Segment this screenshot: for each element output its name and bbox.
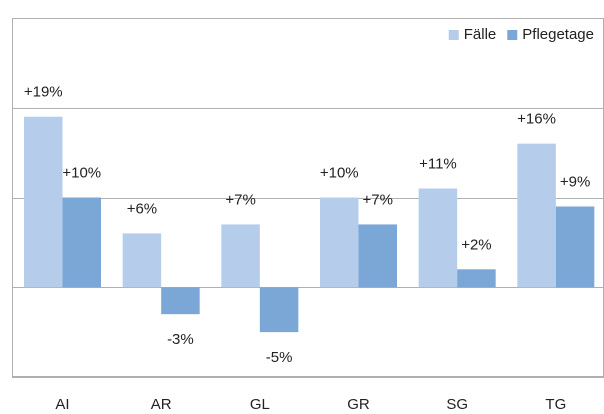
legend-swatch (507, 30, 518, 40)
bar (24, 116, 63, 288)
bar (62, 197, 101, 288)
x-tick-label: GL (250, 396, 270, 413)
data-label: +2% (461, 236, 491, 253)
data-label: +19% (24, 84, 63, 101)
bar (457, 269, 496, 288)
data-label: +11% (419, 155, 457, 172)
bar (122, 233, 162, 288)
x-tick-label: AI (55, 396, 69, 413)
bar (161, 287, 200, 315)
x-tick-label: SG (446, 396, 468, 413)
data-label: +10% (62, 164, 101, 181)
legend-label: Pflegetage (522, 26, 594, 43)
data-label: +9% (560, 173, 590, 190)
x-tick-label: GR (347, 396, 370, 413)
bar (259, 287, 299, 333)
data-label: +7% (225, 191, 255, 208)
bar (555, 206, 595, 288)
plot-frame (12, 18, 604, 377)
bar (517, 143, 556, 288)
data-label: +16% (517, 111, 556, 128)
bar (221, 224, 260, 288)
x-tick-label: AR (151, 396, 172, 413)
bar (358, 224, 397, 288)
data-label: -5% (266, 349, 293, 366)
data-label: +10% (320, 164, 359, 181)
x-tick-label: TG (545, 396, 566, 413)
bar (320, 197, 359, 288)
data-label: -3% (167, 331, 194, 348)
data-label: +7% (363, 191, 393, 208)
legend-swatch (448, 30, 459, 40)
legend-label: Fälle (464, 26, 497, 43)
bar (418, 188, 458, 288)
data-label: +6% (127, 200, 157, 217)
